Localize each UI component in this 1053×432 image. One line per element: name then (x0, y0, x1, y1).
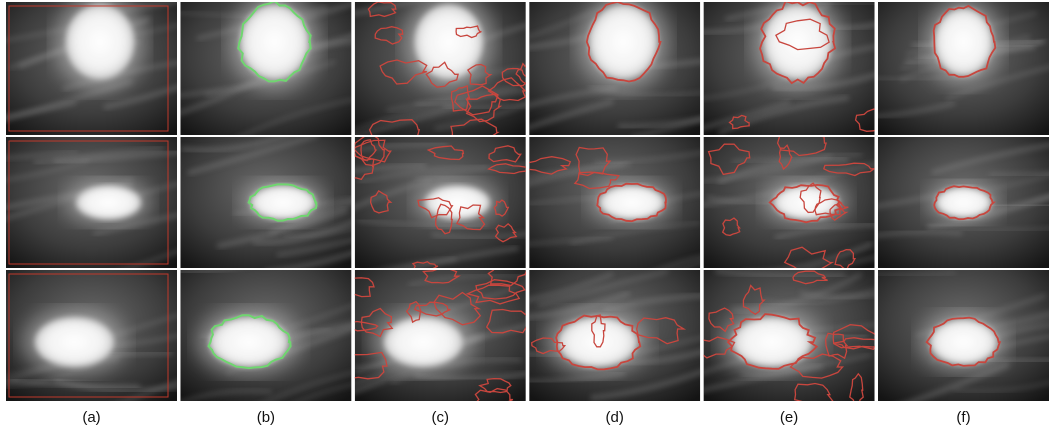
column-label: (f) (956, 409, 970, 426)
column-label: (b) (257, 409, 275, 426)
column-label: (e) (780, 409, 798, 426)
mass (35, 317, 114, 367)
column-label: (d) (606, 409, 624, 426)
mass (66, 5, 134, 79)
mass (934, 8, 992, 75)
page: (a)(b)(c)(d)(e)(f) (() => { const data =… (0, 0, 1053, 432)
figure: (a) (b) (c) (d) (e) (f) (0, 0, 1053, 432)
column-label: (c) (432, 409, 450, 426)
mass (384, 317, 463, 367)
column-label: (a) (82, 409, 100, 426)
mass (76, 185, 141, 219)
